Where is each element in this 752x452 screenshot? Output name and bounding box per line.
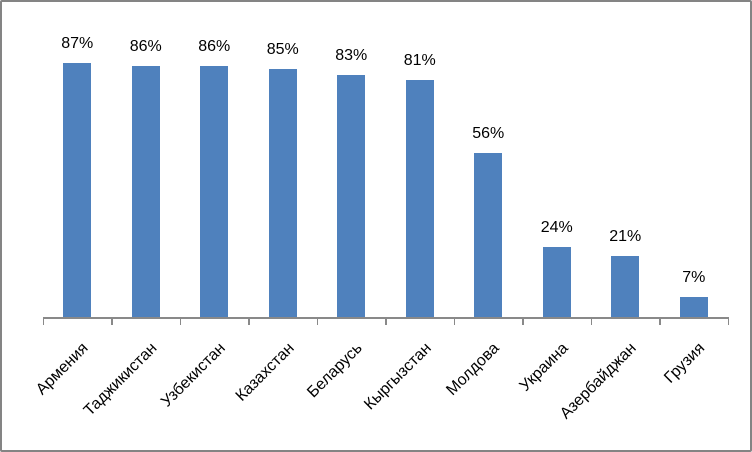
bar-value-label: 21% xyxy=(609,228,642,245)
x-axis-tick xyxy=(316,317,318,325)
bar-10 xyxy=(679,297,708,317)
bar-7 xyxy=(474,153,503,317)
x-axis-tick xyxy=(659,317,661,325)
bar-value-label: 81% xyxy=(403,52,436,69)
bar-value-label: 56% xyxy=(472,125,505,142)
category-label: Беларусь xyxy=(304,339,366,402)
category-label: Молдова xyxy=(443,339,503,399)
bar-2 xyxy=(131,66,160,317)
bar-value-label: 83% xyxy=(335,47,368,64)
x-axis-tick xyxy=(590,317,592,325)
category-label: Таджикистан xyxy=(80,339,161,420)
bar-value-label: 85% xyxy=(266,41,299,58)
category-label: Узбекистан xyxy=(158,339,229,411)
category-label: Грузия xyxy=(661,339,709,387)
bar-9 xyxy=(611,256,640,317)
bar-3 xyxy=(200,66,229,317)
x-axis-tick xyxy=(179,317,181,325)
bar-value-label: 86% xyxy=(198,38,231,55)
x-axis-tick xyxy=(248,317,250,325)
category-label: Кыргызстан xyxy=(360,339,435,414)
category-label: Украина xyxy=(516,339,572,395)
category-label: Армения xyxy=(33,339,92,399)
bar-5 xyxy=(337,75,366,317)
bar-8 xyxy=(542,247,571,317)
bar-value-label: 24% xyxy=(540,219,573,236)
x-axis-tick xyxy=(727,317,729,325)
bar-4 xyxy=(268,69,297,317)
x-axis-tick xyxy=(453,317,455,325)
bar-value-label: 86% xyxy=(129,38,162,55)
bar-6 xyxy=(405,80,434,317)
x-axis-tick xyxy=(385,317,387,325)
bar-value-label: 7% xyxy=(682,269,706,286)
bar-1 xyxy=(63,63,92,317)
category-label: Казахстан xyxy=(232,339,298,405)
bar-value-label: 87% xyxy=(61,35,94,52)
x-axis-tick xyxy=(111,317,113,325)
x-axis-tick xyxy=(42,317,44,325)
x-axis-tick xyxy=(522,317,524,325)
